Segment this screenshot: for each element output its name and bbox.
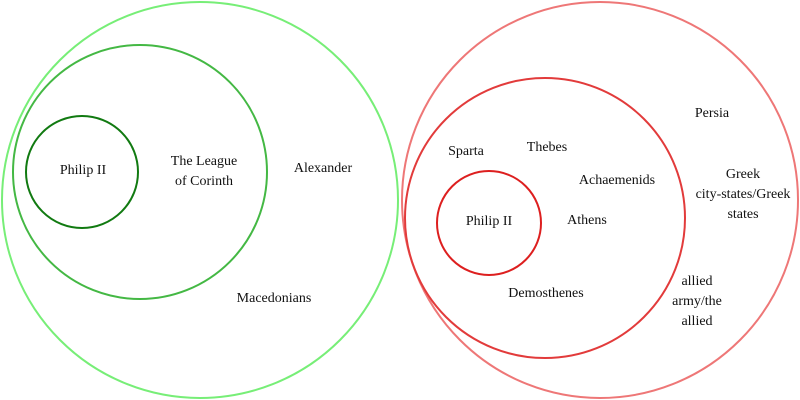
right-middle-circle bbox=[404, 77, 686, 359]
right-outer-label-allied-line2: army/the bbox=[672, 294, 722, 309]
right-outer-label-allied-line1: allied bbox=[681, 274, 713, 289]
right-outer-label-greek: Greek city-states/Greek states bbox=[696, 165, 791, 225]
right-outer-label-allied-line3: allied bbox=[681, 314, 713, 329]
left-middle-circle bbox=[12, 44, 268, 300]
left-outer-label-alexander: Alexander bbox=[293, 161, 353, 176]
right-outer-circle bbox=[401, 1, 799, 399]
right-outer-label-greek-line2: city-states/Greek bbox=[695, 187, 791, 202]
right-middle-label-demosthenes: Demosthenes bbox=[508, 286, 584, 301]
left-middle-label-line1: The League bbox=[170, 154, 238, 169]
right-middle-label-thebes: Thebes bbox=[526, 140, 568, 155]
right-middle-label-athens: Athens bbox=[567, 213, 607, 228]
right-outer-label-greek-line3: states bbox=[727, 207, 759, 222]
right-outer-label-allied: allied army/the allied bbox=[672, 272, 722, 332]
right-inner-label: Philip II bbox=[465, 214, 513, 229]
left-middle-label: The League of Corinth bbox=[171, 152, 237, 192]
right-outer-label-persia: Persia bbox=[694, 106, 730, 121]
left-middle-label-line2: of Corinth bbox=[175, 174, 233, 189]
right-outer-label-greek-line1: Greek bbox=[725, 167, 761, 182]
right-middle-label-sparta: Sparta bbox=[448, 144, 484, 159]
right-middle-label-achaemenids: Achaemenids bbox=[578, 173, 656, 188]
left-inner-circle bbox=[25, 115, 139, 229]
left-inner-label: Philip II bbox=[59, 163, 107, 178]
right-inner-circle bbox=[436, 170, 542, 276]
left-outer-circle bbox=[1, 1, 399, 399]
left-outer-label-macedonians: Macedonians bbox=[236, 291, 312, 306]
